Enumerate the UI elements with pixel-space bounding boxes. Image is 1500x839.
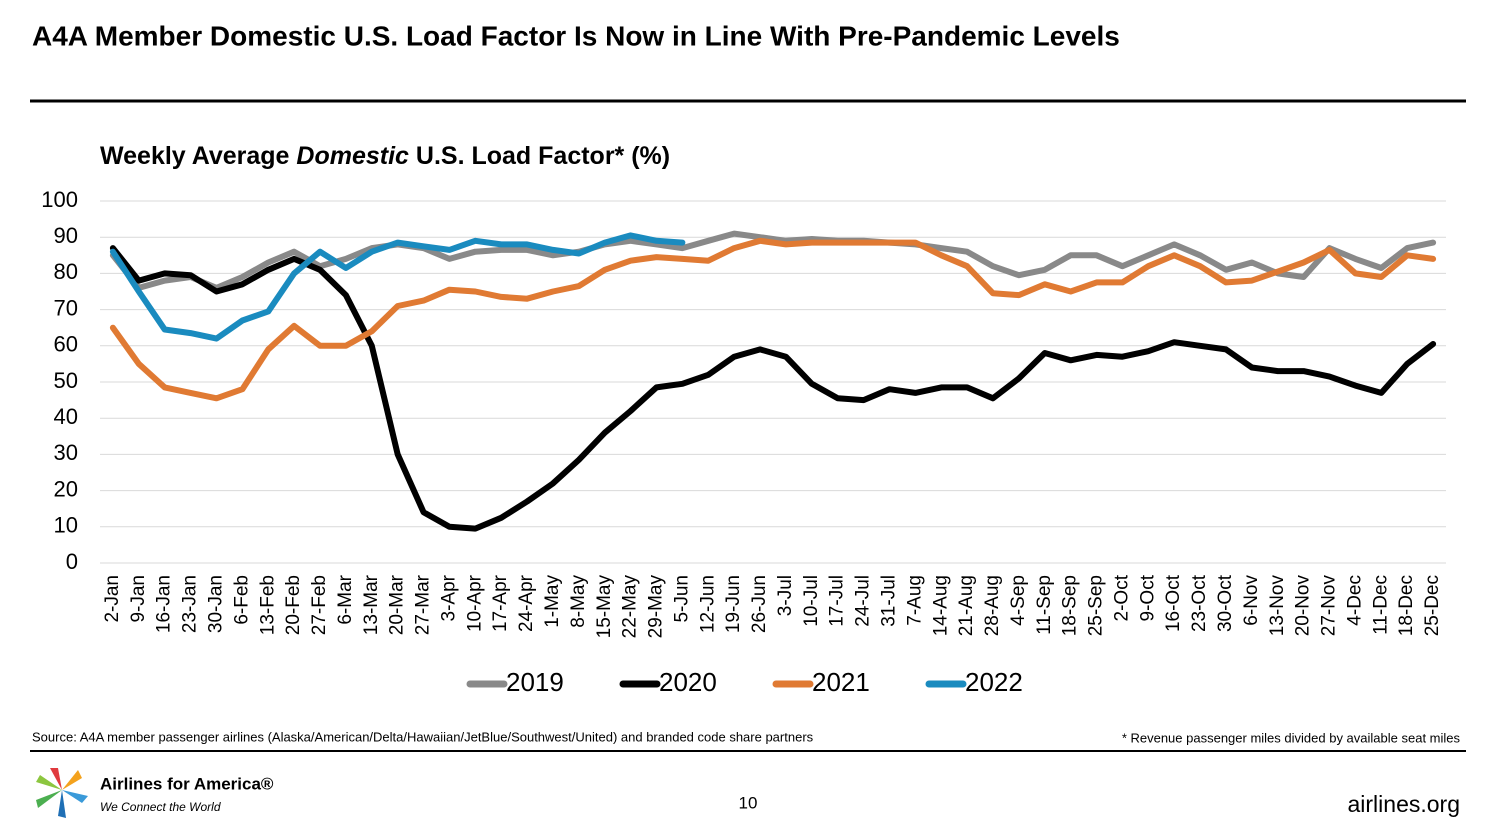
y-tick-label: 50: [54, 368, 78, 393]
y-tick-label: 20: [54, 476, 78, 501]
chart-title-part: Weekly Average: [100, 142, 296, 170]
line-series: [109, 237, 1437, 402]
x-tick-label: 27-Nov: [1319, 575, 1340, 637]
x-tick-label: 23-Oct: [1189, 574, 1210, 632]
chart-title-part: Domestic: [296, 142, 409, 170]
x-tick-label: 10-Jul: [801, 575, 822, 627]
x-tick-label: 9-Jan: [128, 575, 149, 623]
x-tick-label: 29-May: [646, 575, 667, 639]
y-tick-label: 60: [54, 332, 78, 357]
x-tick-label: 30-Oct: [1215, 574, 1236, 632]
logo-icon: [36, 768, 88, 818]
x-tick-label: 19-Jun: [723, 575, 744, 633]
x-tick-label: 30-Jan: [205, 575, 226, 633]
x-tick-label: 26-Jun: [749, 575, 770, 633]
x-tick-label: 3-Jul: [775, 575, 796, 616]
x-tick-label: 23-Jan: [180, 575, 201, 633]
x-tick-label: 17-Jul: [827, 575, 848, 627]
chart-title: Weekly Average Domestic U.S. Load Factor…: [100, 142, 670, 170]
x-tick-label: 4-Sep: [1008, 575, 1029, 626]
x-tick-label: 6-Mar: [335, 574, 356, 624]
logo-tagline: We Connect the World: [100, 800, 221, 814]
x-tick-label: 11-Dec: [1370, 575, 1391, 635]
x-tick-label: 8-May: [568, 575, 589, 628]
x-tick-label: 15-May: [594, 575, 615, 639]
x-tick-label: 27-Mar: [413, 574, 434, 635]
x-tick-label: 21-Aug: [956, 575, 977, 636]
x-tick-label: 9-Oct: [1137, 574, 1158, 621]
x-tick-label: 13-Mar: [361, 574, 382, 635]
x-tick-label: 13-Feb: [257, 575, 278, 635]
x-tick-label: 20-Nov: [1293, 575, 1314, 637]
x-tick-label: 18-Dec: [1396, 575, 1417, 636]
x-tick-label: 10-Apr: [464, 574, 485, 632]
logo-name: Airlines for America®: [100, 774, 274, 793]
website: airlines.org: [1348, 791, 1461, 817]
x-tick-label: 24-Jul: [853, 575, 874, 627]
x-tick-label: 22-May: [620, 575, 641, 639]
y-tick-label: 40: [54, 404, 78, 429]
footnote: * Revenue passenger miles divided by ava…: [1122, 730, 1461, 745]
legend-label: 2019: [506, 667, 564, 697]
y-tick-label: 70: [54, 295, 78, 320]
legend-label: 2022: [965, 667, 1023, 697]
page-number: 10: [739, 793, 758, 812]
x-tick-label: 7-Aug: [904, 575, 925, 626]
x-tick-label: 3-Apr: [438, 574, 459, 621]
y-tick-label: 90: [54, 223, 78, 248]
x-tick-label: 25-Dec: [1422, 575, 1443, 636]
x-tick-label: 25-Sep: [1086, 575, 1107, 636]
x-tick-label: 18-Sep: [1060, 575, 1081, 636]
legend-label: 2020: [659, 667, 717, 697]
x-tick-label: 27-Feb: [309, 575, 330, 635]
x-tick-label: 1-May: [542, 575, 563, 628]
x-tick-label: 31-Jul: [878, 575, 899, 627]
y-tick-label: 10: [54, 513, 78, 538]
y-tick-label: 100: [41, 187, 78, 212]
line-series: [109, 232, 686, 342]
x-tick-label: 13-Nov: [1267, 575, 1288, 637]
x-tick-label: 20-Mar: [387, 574, 408, 635]
x-tick-label: 2-Oct: [1111, 574, 1132, 621]
y-tick-label: 0: [66, 549, 78, 574]
x-tick-label: 12-Jun: [697, 575, 718, 633]
x-tick-label: 2-Jan: [102, 575, 123, 623]
line-series: [109, 245, 1437, 532]
x-tick-label: 17-Apr: [490, 574, 511, 632]
x-tick-label: 6-Feb: [231, 575, 252, 625]
x-tick-label: 14-Aug: [930, 575, 951, 636]
x-tick-label: 6-Nov: [1241, 575, 1262, 626]
legend-label: 2021: [812, 667, 870, 697]
x-tick-label: 5-Jun: [671, 575, 692, 623]
x-tick-label: 20-Feb: [283, 575, 304, 635]
chart-title-part: U.S. Load Factor* (%): [409, 142, 670, 170]
y-tick-label: 30: [54, 440, 78, 465]
slide-title: A4A Member Domestic U.S. Load Factor Is …: [32, 20, 1120, 51]
x-tick-label: 4-Dec: [1344, 575, 1365, 626]
x-tick-label: 28-Aug: [982, 575, 1003, 636]
x-tick-label: 24-Apr: [516, 574, 537, 632]
x-tick-label: 16-Oct: [1163, 574, 1184, 632]
y-tick-label: 80: [54, 259, 78, 284]
x-tick-label: 11-Sep: [1034, 575, 1055, 635]
source-note: Source: A4A member passenger airlines (A…: [32, 729, 814, 744]
x-tick-label: 16-Jan: [154, 575, 175, 633]
